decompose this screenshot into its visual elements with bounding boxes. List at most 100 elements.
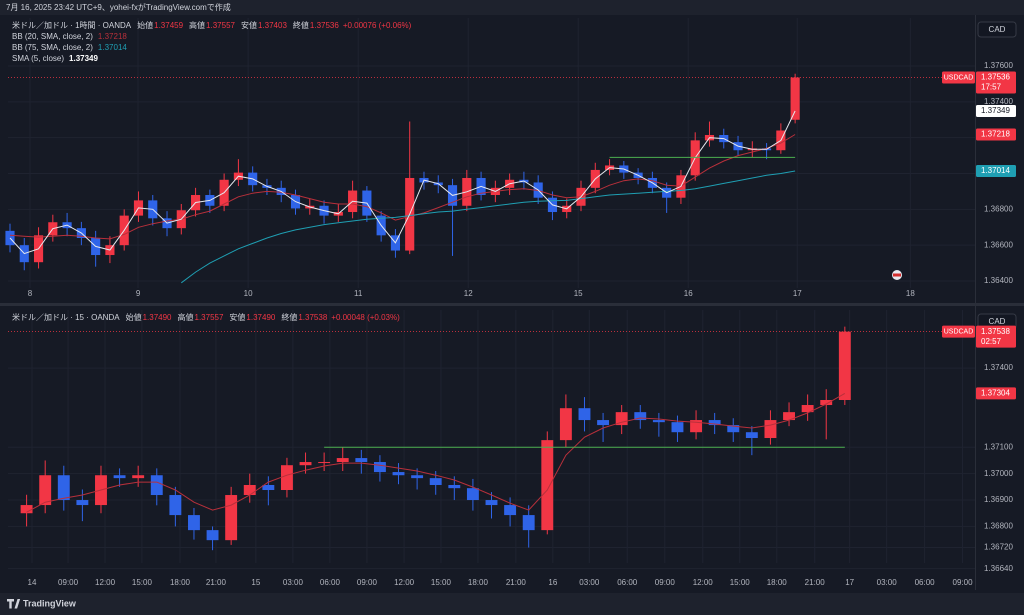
candle-body [20, 505, 33, 514]
candle-body [652, 420, 665, 423]
indicator-line [181, 170, 796, 284]
legend-item: 1.37490 [246, 313, 275, 322]
price-tag [976, 128, 1016, 141]
y-tick-label: 1.36800 [984, 204, 1013, 213]
symbol-tag [942, 71, 975, 84]
candle-body [188, 515, 200, 531]
panel: 1.364001.366001.368001.370001.372001.374… [5, 18, 1017, 298]
legend-item: 米ドル／加ドル · 15 · OANDA [12, 312, 120, 322]
x-tick-label: 17 [845, 578, 854, 587]
legend-item: 高値 [178, 312, 194, 322]
candle-body [727, 425, 740, 433]
y-tick-label: 1.36600 [984, 240, 1013, 249]
price-tag-value: 1.37218 [981, 130, 1010, 139]
y-tick-label: 1.37100 [984, 442, 1013, 451]
candle-body [113, 475, 126, 479]
candle-body [745, 432, 758, 439]
price-tag-countdown: 02:57 [981, 337, 1002, 346]
candle-body [690, 420, 703, 433]
indicator-legend: BB (75, SMA, close, 2) 1.37014 [12, 43, 127, 52]
candle-body [206, 530, 219, 541]
price-tag-value: 1.37536 [981, 73, 1010, 82]
candle-body [243, 484, 256, 496]
candle-body [820, 400, 833, 406]
candle-body [708, 420, 721, 426]
candle-body [373, 462, 386, 473]
legend-item: 安値 [241, 20, 257, 30]
indicator-value: 1.37014 [98, 43, 127, 52]
indicator-legend: SMA (5, close) 1.37349 [12, 54, 98, 63]
symbol-tag [942, 325, 975, 338]
price-tag-value: 1.37349 [981, 106, 1010, 115]
x-tick-label: 15:00 [431, 578, 452, 587]
panel: 1.36640 1.36720 1.36800 1.36900 1.37000 1.371… [8, 310, 1017, 587]
candle-body [764, 420, 777, 439]
legend-item: 1.37557 [195, 313, 224, 322]
y-tick-label: 1.36720 [984, 543, 1013, 552]
candle-body [39, 475, 52, 506]
indicator-line [9, 110, 796, 255]
y-tick-label: 1.37400 [984, 363, 1013, 372]
x-tick-label: 14 [28, 578, 37, 587]
candle-body [522, 515, 535, 531]
candle-body [299, 462, 312, 466]
candle-body [597, 420, 610, 426]
y-tick-label: 1.37400 [984, 97, 1013, 106]
x-tick-label: 10 [244, 289, 253, 298]
legend-item: 1.37536 [310, 21, 339, 30]
candle-body [541, 440, 554, 531]
x-tick-label: 15:00 [730, 578, 751, 587]
x-tick-label: 09:00 [655, 578, 676, 587]
candle-body [150, 475, 163, 496]
price-tag-value: 1.37014 [981, 166, 1010, 175]
candle-body [634, 412, 647, 421]
x-tick-label: 21:00 [506, 578, 527, 587]
candle-body [318, 462, 331, 464]
candle-body [504, 505, 517, 516]
currency-box [977, 21, 1017, 38]
indicator-name: SMA (5, close) [12, 54, 64, 63]
x-tick-label: 09:00 [58, 578, 79, 587]
panel-legend: 米ドル／加ドル · 1時間 · OANDA 始値1.37459 高値1.37557 安… [12, 20, 412, 30]
x-tick-label: 06:00 [617, 578, 638, 587]
price-tag [976, 387, 1016, 400]
x-tick-label: 18:00 [468, 578, 489, 587]
legend-item: 終値 [293, 20, 309, 30]
candle-body [429, 478, 442, 485]
x-tick-label: 18:00 [767, 578, 788, 587]
x-tick-label: 21:00 [206, 578, 227, 587]
candle-body [448, 484, 461, 489]
candle-body [790, 77, 800, 120]
top-bar [0, 0, 1024, 15]
x-tick-label: 12:00 [95, 578, 116, 587]
footer-bar [0, 593, 1024, 615]
candle-body [783, 412, 795, 421]
y-tick-label: 1.36900 [984, 495, 1013, 504]
indicator-line [9, 134, 796, 240]
candle-body [838, 331, 851, 401]
legend-item: 高値 [189, 20, 205, 30]
y-tick-label: 1.36640 [984, 564, 1013, 573]
footer-text: TradingView [23, 598, 77, 608]
x-tick-label: 15:00 [132, 578, 153, 587]
indicator-line [26, 392, 846, 513]
event-flag-stripe [893, 273, 901, 277]
candle-body [801, 405, 814, 413]
currency-label: CAD [989, 25, 1006, 34]
x-tick-label: 21:00 [805, 578, 826, 587]
candle-body [578, 408, 591, 421]
candle-body [262, 484, 275, 491]
x-tick-label: 18:00 [170, 578, 191, 587]
candle-body [615, 412, 628, 426]
x-tick-label: 16 [548, 578, 557, 587]
legend-item: 米ドル／加ドル · 1時間 · OANDA [12, 20, 132, 30]
candle-body [169, 495, 182, 516]
price-tag-countdown: 17:57 [981, 83, 1002, 92]
x-tick-label: 17 [793, 289, 802, 298]
candle-body [411, 475, 424, 479]
x-tick-label: 12:00 [394, 578, 415, 587]
candle-body [76, 500, 89, 506]
plot-layer: 1.364001.366001.368001.370001.372001.374… [5, 18, 1017, 587]
x-tick-label: 12 [464, 289, 473, 298]
legend-item: 1.37538 [298, 313, 327, 322]
